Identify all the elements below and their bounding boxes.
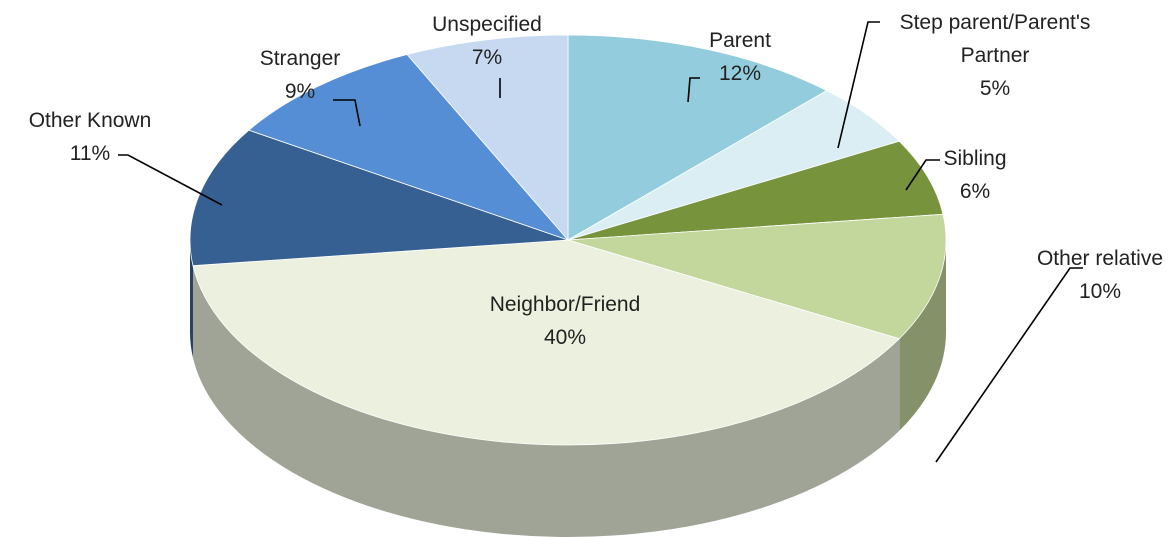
value-label: 5% [979,77,1011,100]
slice-label: Step parent/Parent's Partner 5% [875,6,1115,105]
value-label: 10% [1078,280,1122,303]
pie-side [190,240,193,358]
category-name: Parent [709,29,771,52]
slice-label: Other relative 10% [1010,242,1170,308]
category-name: Other relative [1036,247,1164,270]
pie-slice [189,129,569,267]
slice-label: Unspecified 7% [407,8,567,74]
leader-line [905,159,940,191]
leader-line [333,99,361,127]
category-name: Step parent/Parent's Partner [899,11,1091,67]
slice-label: Parent 12% [660,24,820,90]
category-name: Stranger [259,47,341,70]
pie-side [899,240,946,431]
leader-line [687,77,700,103]
value-label: 7% [471,46,503,69]
value-label: 9% [284,80,316,103]
category-name: Other Known [28,109,152,132]
leader-line [118,154,223,206]
category-name: Sibling [943,147,1007,170]
slice-label: Stranger 9% [230,42,370,108]
value-label: 40% [543,326,587,349]
category-name: Unspecified [432,13,542,36]
pie-slice [567,34,828,241]
slice-label: Other Known 11% [0,104,185,170]
leader-line [837,21,880,149]
category-name: Neighbor/Friend [489,293,641,316]
value-label: 11% [69,142,111,165]
pie-slice [192,239,901,446]
value-label: 12% [718,62,762,85]
pie-slice [406,34,569,242]
leader-line [935,267,1083,463]
slice-label: Sibling 6% [895,142,1055,208]
pie-side [192,265,900,537]
slice-label: Neighbor/Friend 40% [455,288,675,354]
pie-slice [567,140,944,241]
pie-slice [248,54,570,241]
value-label: 6% [959,180,991,203]
pie-slice [567,213,947,340]
